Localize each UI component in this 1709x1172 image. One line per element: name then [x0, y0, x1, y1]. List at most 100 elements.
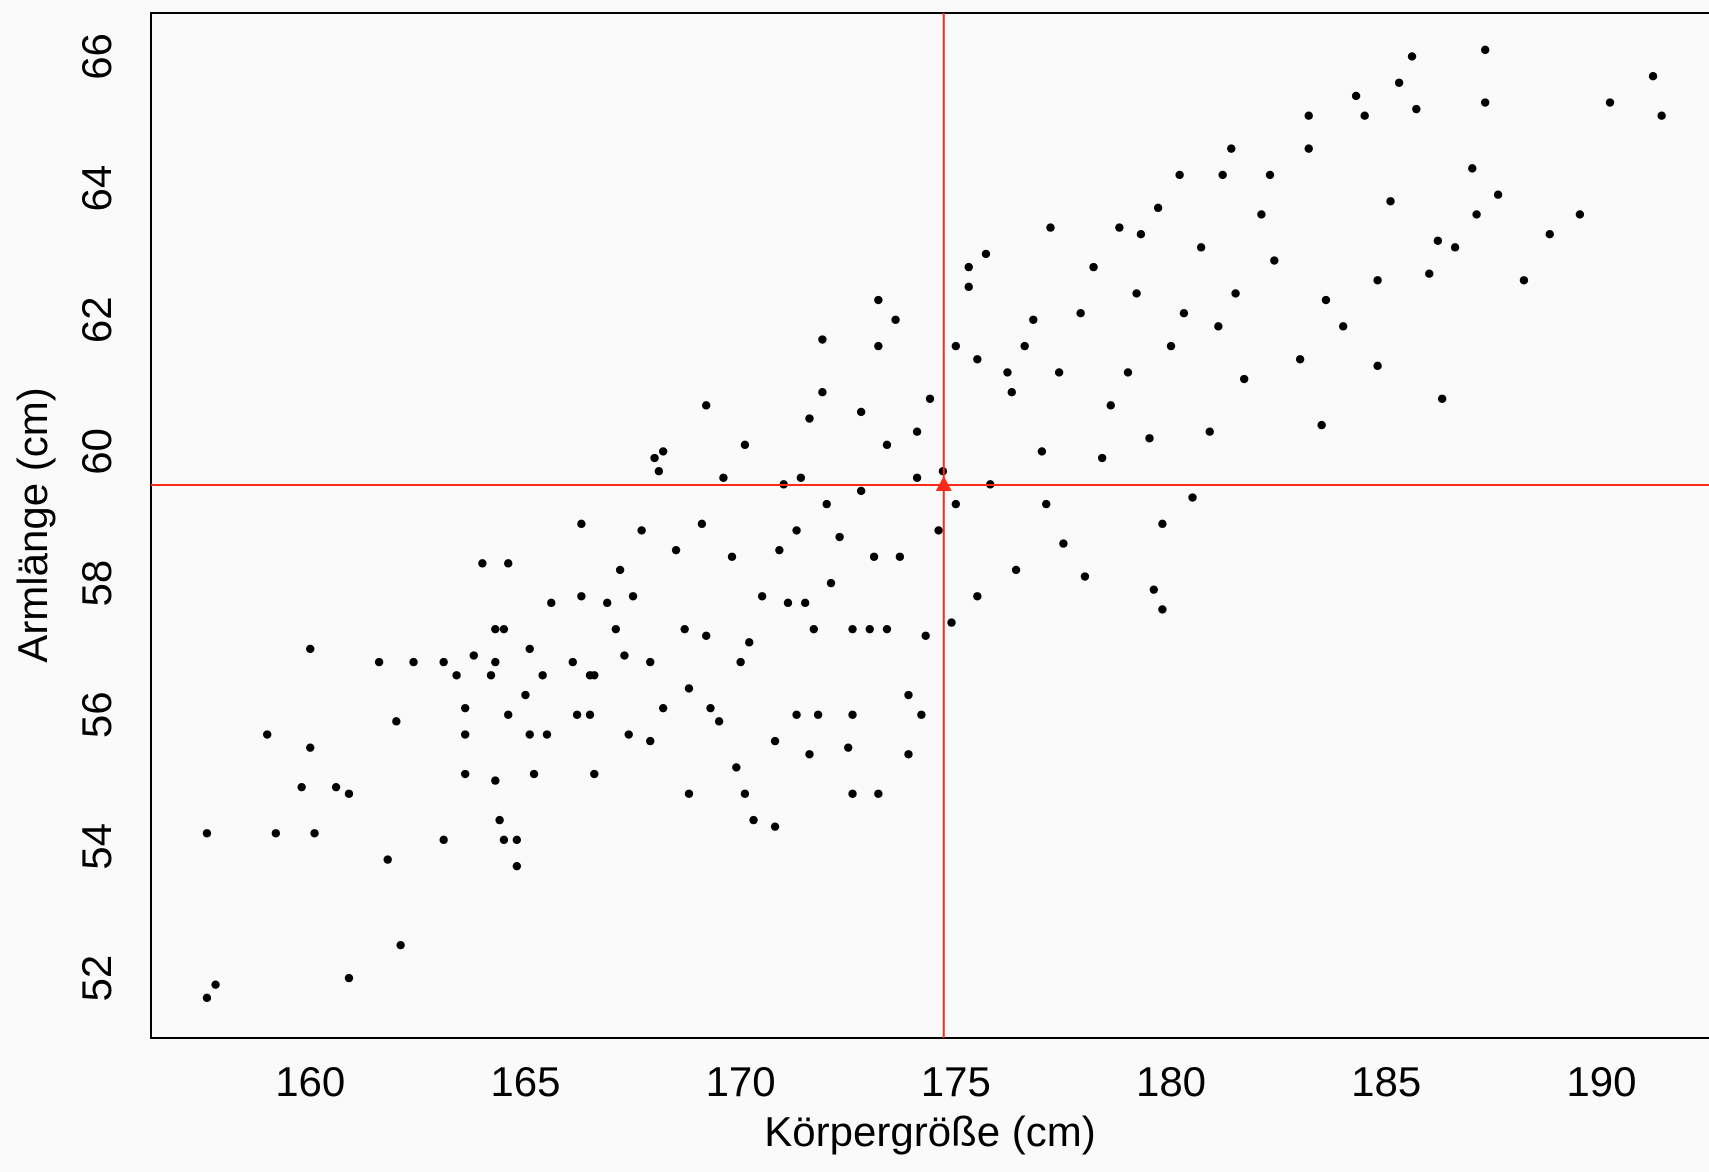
- data-point: [297, 782, 306, 792]
- data-point: [792, 710, 801, 719]
- data-point: [882, 440, 892, 450]
- data-point: [818, 387, 827, 397]
- data-point: [1132, 289, 1141, 298]
- data-point: [1265, 170, 1275, 180]
- data-point: [701, 631, 711, 640]
- data-point: [469, 651, 478, 660]
- data-point: [1270, 256, 1279, 265]
- data-point: [512, 835, 522, 845]
- data-point: [684, 684, 694, 693]
- data-point: [809, 624, 818, 634]
- data-point: [775, 545, 784, 555]
- data-point: [826, 578, 836, 588]
- y-tick-label: 64: [73, 165, 120, 212]
- data-point: [1003, 368, 1012, 377]
- data-point: [671, 545, 681, 555]
- data-point: [732, 763, 741, 772]
- data-point: [925, 394, 935, 403]
- data-point: [951, 341, 961, 351]
- data-point: [263, 730, 272, 739]
- data-point: [1214, 322, 1223, 331]
- data-point: [736, 657, 745, 667]
- data-point: [822, 499, 831, 509]
- data-point: [1115, 223, 1124, 232]
- data-point: [1046, 223, 1055, 232]
- data-point: [981, 249, 991, 259]
- data-point: [637, 526, 646, 535]
- data-point: [529, 769, 539, 779]
- data-point: [585, 710, 595, 719]
- data-point: [921, 631, 930, 640]
- data-point: [917, 710, 926, 719]
- data-point: [874, 341, 883, 351]
- data-point: [964, 262, 973, 272]
- data-point: [478, 559, 487, 568]
- data-point: [844, 743, 853, 752]
- data-point: [271, 829, 281, 838]
- data-point: [951, 499, 961, 509]
- plot-area: [150, 12, 1709, 1039]
- data-point: [495, 815, 504, 825]
- data-point: [1029, 315, 1038, 324]
- data-point: [912, 473, 922, 482]
- data-point: [1386, 197, 1395, 206]
- data-point: [572, 710, 582, 719]
- data-point: [1519, 276, 1529, 285]
- data-point: [1037, 447, 1047, 456]
- data-point: [331, 782, 341, 792]
- data-point: [439, 835, 448, 845]
- y-tick-label: 56: [73, 691, 120, 738]
- data-point: [439, 657, 448, 667]
- data-point: [658, 447, 668, 456]
- data-point: [499, 624, 509, 634]
- data-point: [869, 552, 879, 561]
- data-point: [1373, 276, 1382, 285]
- data-point: [1080, 572, 1090, 581]
- data-point: [874, 789, 883, 798]
- data-point: [1239, 374, 1249, 384]
- data-point: [620, 651, 629, 660]
- data-point: [499, 835, 509, 845]
- data-point: [1407, 52, 1417, 61]
- data-point: [745, 638, 754, 647]
- data-point: [538, 671, 547, 680]
- data-point: [874, 295, 883, 305]
- y-tick-label: 60: [73, 428, 120, 475]
- data-point: [934, 526, 943, 535]
- data-point: [947, 618, 956, 627]
- data-point: [1321, 295, 1331, 305]
- data-point: [1295, 355, 1305, 364]
- data-point: [895, 552, 905, 561]
- data-point: [1059, 539, 1068, 548]
- data-point: [344, 973, 354, 983]
- data-point: [1493, 190, 1503, 199]
- data-point: [1433, 236, 1443, 245]
- data-point: [1158, 605, 1167, 614]
- y-axis-label: Armlänge (cm): [9, 387, 56, 662]
- y-tick-label: 66: [73, 33, 120, 80]
- data-point: [521, 690, 530, 700]
- data-point: [1227, 144, 1236, 153]
- x-tick-label: 180: [1136, 1058, 1206, 1105]
- data-point: [1648, 71, 1658, 81]
- data-point: [1304, 111, 1313, 120]
- data-point: [486, 671, 496, 680]
- data-point: [504, 710, 513, 719]
- data-point: [770, 822, 780, 831]
- data-point: [783, 598, 793, 608]
- data-point: [460, 703, 470, 713]
- data-point: [1153, 203, 1163, 213]
- data-point: [1468, 164, 1477, 173]
- data-point: [1011, 565, 1021, 575]
- data-point: [1437, 394, 1447, 403]
- data-point: [701, 401, 711, 410]
- data-point: [912, 427, 922, 436]
- data-point: [577, 592, 586, 601]
- data-point: [603, 598, 612, 608]
- data-point: [1136, 229, 1146, 239]
- data-point: [1089, 262, 1098, 272]
- data-point: [202, 993, 212, 1003]
- data-point: [1205, 427, 1214, 436]
- data-point: [628, 592, 638, 601]
